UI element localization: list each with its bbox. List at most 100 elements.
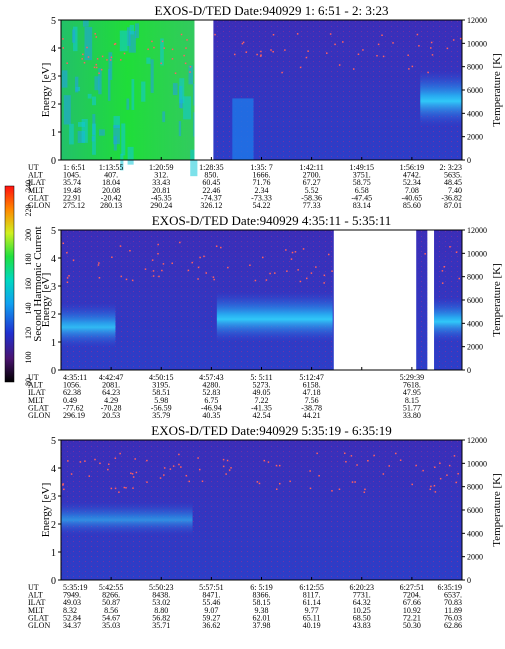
ephemeris-value: 22.46	[202, 186, 220, 195]
temperature-point	[457, 472, 459, 475]
ephemeris-value: 850.	[204, 171, 218, 180]
temperature-point	[430, 47, 432, 49]
temperature-point	[178, 453, 180, 456]
temperature-point	[98, 262, 100, 264]
ephemeris-value: 19.48	[63, 186, 81, 195]
temperature-point	[249, 264, 251, 266]
temperature-point	[146, 459, 148, 462]
intensity-streak	[84, 27, 93, 61]
ephemeris-value: -74.37	[201, 193, 222, 202]
temperature-point	[161, 269, 163, 272]
temperature-point	[119, 59, 122, 61]
temperature-point	[157, 243, 159, 246]
ephemeris-value: 35.71	[152, 621, 170, 630]
temperature-point	[172, 465, 175, 467]
temperature-point	[422, 469, 424, 472]
temperature-point	[114, 42, 117, 45]
ephemeris-value: 8.32	[63, 606, 77, 615]
ephemeris-row-label: UT	[28, 163, 39, 172]
spectrogram-panel-2: EXOS-D/TED Date:940929 4:35:11 - 5:35:11…	[28, 213, 503, 420]
ephemeris-value: 5:35:19	[63, 583, 87, 592]
temperature-point	[267, 461, 270, 463]
ephemeris-row-label: ILAT	[28, 598, 45, 607]
temperature-point	[350, 455, 353, 457]
ephemeris-value: -41.35	[251, 403, 272, 412]
temperature-point	[87, 56, 90, 58]
intensity-streak	[77, 131, 86, 143]
temperature-point	[180, 466, 182, 468]
temperature-point	[430, 41, 433, 44]
ephemeris-value: 35.79	[152, 411, 170, 420]
ephemeris-value: 85.60	[403, 201, 421, 210]
temperature-point	[338, 64, 341, 66]
y2-tick-label: 8000	[467, 483, 483, 492]
ephemeris-row-label: MLT	[28, 606, 44, 615]
ephemeris-value: 8266.	[102, 591, 120, 600]
ephemeris-value: 4.29	[104, 396, 118, 405]
temperature-point	[269, 272, 271, 275]
temperature-point	[62, 484, 64, 486]
temperature-point	[431, 54, 434, 56]
temperature-point	[408, 68, 410, 70]
ephemeris-value: 326.12	[200, 201, 222, 210]
ephemeris-value: 280.13	[100, 201, 122, 210]
ephemeris-value: -56.59	[151, 403, 172, 412]
y2-axis-label: Temperature [K]	[491, 263, 503, 336]
temperature-point	[225, 473, 227, 475]
ephemeris-row-label: GLAT	[28, 403, 49, 412]
temperature-point	[260, 55, 262, 57]
data-gap	[194, 20, 214, 160]
temperature-point	[123, 52, 126, 55]
temperature-point	[258, 482, 261, 485]
temperature-point	[285, 249, 287, 251]
colorbar: 80 100 120 140 160 180 200 220 240 Second Harmon…	[4, 180, 44, 386]
temperature-point	[108, 463, 110, 465]
temperature-point	[152, 270, 155, 272]
temperature-point	[220, 246, 222, 249]
intensity-streak	[69, 123, 74, 145]
y2-axis-label: Temperature [K]	[491, 473, 503, 546]
temperature-point	[364, 488, 366, 491]
temperature-point	[415, 464, 417, 467]
data-gap	[427, 230, 435, 370]
temperature-point	[441, 270, 444, 272]
temperature-point	[227, 266, 229, 269]
temperature-point	[81, 58, 83, 60]
temperature-point	[146, 481, 148, 483]
ephemeris-value: 0.49	[63, 396, 77, 405]
temperature-point	[376, 54, 378, 57]
intensity-streak	[121, 123, 126, 156]
y-tick-label: 5	[51, 16, 56, 27]
y-tick-label: 4	[51, 464, 56, 475]
ephemeris-value: 1:56:19	[400, 163, 424, 172]
temperature-point	[275, 464, 278, 467]
y2-tick-label: 8000	[467, 63, 483, 72]
y2-tick-label: 0	[467, 156, 471, 165]
colorbar-tick-label: 100	[24, 352, 33, 364]
ephemeris-value: 48.45	[444, 178, 462, 187]
ephemeris-value: -47.45	[351, 193, 372, 202]
temperature-point	[95, 63, 98, 66]
temperature-point	[446, 47, 449, 50]
temperature-point	[306, 277, 308, 280]
ephemeris-value: 58.15	[253, 598, 271, 607]
ephemeris-value: 42.54	[253, 411, 271, 420]
intensity-streak	[113, 116, 120, 129]
panel-title: EXOS-D/TED Date:940929 1: 6:51 - 2: 3:23	[155, 3, 389, 18]
intensity-streak	[180, 99, 183, 109]
temperature-point	[119, 245, 122, 247]
temperature-point	[289, 480, 291, 483]
temperature-point	[134, 458, 136, 460]
temperature-point	[67, 460, 69, 462]
temperature-point	[131, 279, 134, 282]
intensity-streak	[162, 111, 166, 123]
temperature-point	[352, 68, 355, 70]
temperature-point	[351, 481, 354, 483]
ephemeris-value: 407.	[104, 171, 118, 180]
ephemeris-value: 1:35: 7	[250, 163, 272, 172]
temperature-point	[416, 33, 419, 36]
temperature-point	[201, 480, 204, 483]
ephemeris-value: 11.89	[444, 606, 462, 615]
ephemeris-value: 6:20:23	[350, 583, 374, 592]
temperature-point	[392, 42, 394, 44]
